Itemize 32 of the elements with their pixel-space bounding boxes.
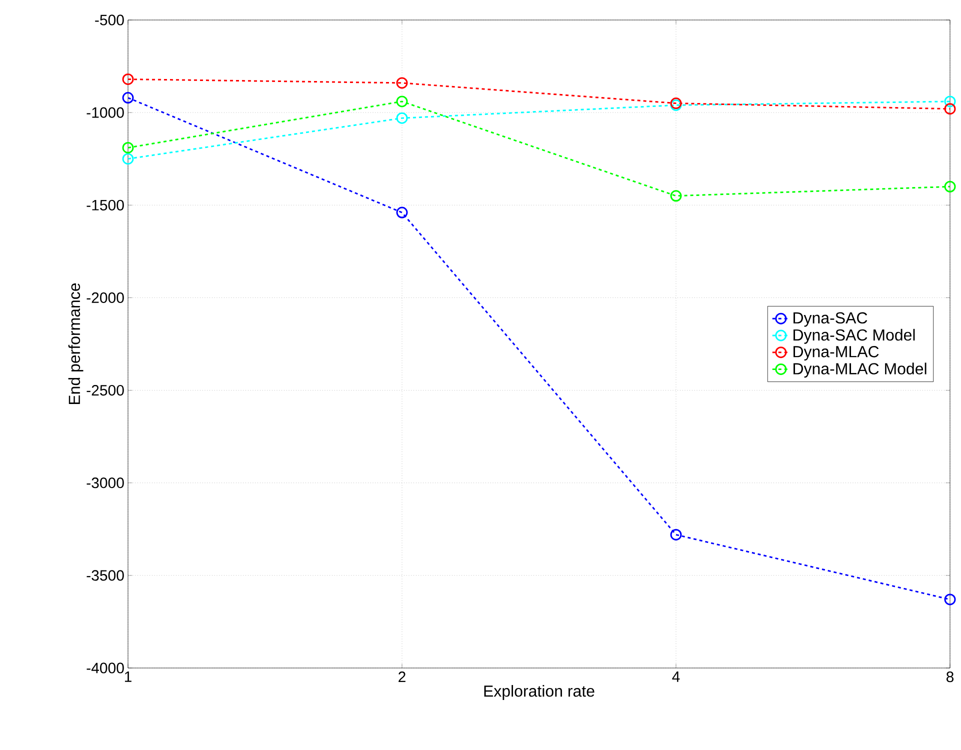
point [396, 96, 408, 108]
y-tick-label: -4000 [86, 662, 124, 674]
legend-label: Dyna-MLAC [794, 346, 879, 360]
y-tick-label: -3500 [86, 570, 124, 581]
point [122, 153, 134, 165]
y-tick-label: -2000 [86, 292, 124, 304]
x-axis-title: Exploration rate [484, 685, 594, 700]
point [396, 206, 408, 218]
point [396, 112, 408, 124]
point [670, 190, 682, 202]
point [122, 73, 134, 85]
y-tick-label: -3000 [86, 478, 124, 488]
point [122, 142, 134, 154]
point [944, 103, 956, 115]
legend-label: Dyna-SAC Model [794, 328, 915, 344]
legend-label: Dyna-MLAC Model [794, 362, 926, 378]
x-tick-label: 2 [398, 672, 406, 682]
x-tick-label: 1 [124, 672, 132, 682]
y-tick-label: -1000 [86, 107, 124, 118]
legend-label: Dyna-SAC [794, 312, 868, 327]
point [944, 180, 956, 192]
point [396, 77, 408, 89]
point [944, 96, 956, 108]
y-tick-label: -1500 [86, 200, 124, 210]
y-tick-label: -2500 [86, 384, 124, 396]
y-tick-label: -500 [95, 14, 124, 26]
x-tick-label: 4 [672, 672, 680, 682]
x-tick-label: 8 [946, 672, 954, 682]
point [122, 92, 134, 104]
y-axis-title: End performance [68, 283, 84, 404]
point [944, 594, 956, 606]
point [670, 528, 682, 540]
